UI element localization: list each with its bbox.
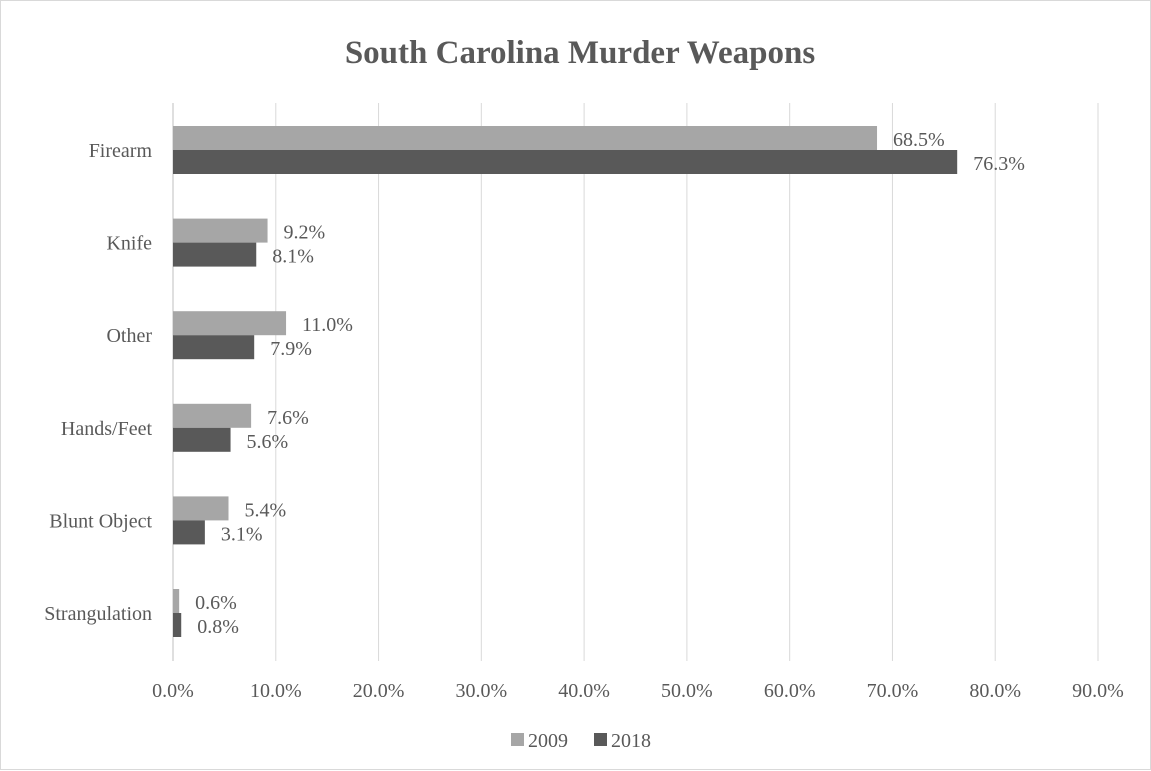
data-label-2009: 68.5% <box>893 129 945 151</box>
category-label: Blunt Object <box>49 510 152 532</box>
data-label-2018: 8.1% <box>272 246 314 268</box>
category-label: Other <box>106 325 152 347</box>
x-tick-label: 60.0% <box>764 680 816 702</box>
x-tick-label: 40.0% <box>558 680 610 702</box>
data-label-2018: 76.3% <box>973 153 1025 175</box>
x-tick-label: 90.0% <box>1072 680 1124 702</box>
bar-2018 <box>173 242 257 267</box>
legend-label-2018: 2018 <box>611 730 651 752</box>
legend-swatch-2009 <box>511 733 524 746</box>
bar-2018 <box>173 520 205 545</box>
x-tick-label: 20.0% <box>353 680 405 702</box>
bar-2009 <box>173 311 287 336</box>
data-labels: 68.5% 76.3% 9.2%8.1% 11.0%7.9% 7.6%5.6% 5.4%3… <box>195 129 1025 638</box>
data-label-2009: 9.2% <box>284 222 326 244</box>
category-labels: Firearm Knife Other Hands/Feet Blunt Object S… <box>44 140 152 625</box>
data-label-2009: 0.6% <box>195 592 237 614</box>
x-tick-labels: 0.0% 10.0% 20.0% 30.0% 40.0% 50.0% 60.0% 70.0% 8… <box>152 680 1124 702</box>
data-label-2018: 3.1% <box>221 523 263 545</box>
bar-2009 <box>173 126 878 150</box>
bars <box>173 126 958 637</box>
data-label-2009: 7.6% <box>267 407 309 429</box>
category-label: Hands/Feet <box>61 418 153 440</box>
category-label: Firearm <box>89 140 153 162</box>
x-tick-label: 0.0% <box>152 680 194 702</box>
bar-2009 <box>173 589 180 613</box>
bar-2018 <box>173 427 231 452</box>
legend-label-2009: 2009 <box>528 730 568 752</box>
bar-2009 <box>173 403 252 428</box>
bar-2018 <box>173 613 182 637</box>
gridlines <box>172 103 1099 661</box>
x-tick-label: 50.0% <box>661 680 713 702</box>
data-label-2018: 5.6% <box>247 431 289 453</box>
x-tick-label: 80.0% <box>969 680 1021 702</box>
x-tick-label: 70.0% <box>867 680 919 702</box>
category-label: Knife <box>106 233 152 255</box>
chart-title: South Carolina Murder Weapons <box>345 35 816 71</box>
data-label-2009: 5.4% <box>245 499 287 521</box>
bar-2018 <box>173 335 255 360</box>
data-label-2009: 11.0% <box>302 314 353 336</box>
legend-swatch-2018 <box>594 733 607 746</box>
bar-2018 <box>173 150 958 174</box>
x-tick-label: 10.0% <box>250 680 302 702</box>
legend: 2009 2018 <box>511 730 651 752</box>
data-label-2018: 0.8% <box>197 616 239 638</box>
bar-2009 <box>173 218 268 243</box>
bar-2009 <box>173 496 229 521</box>
data-label-2018: 7.9% <box>270 338 312 360</box>
x-tick-label: 30.0% <box>455 680 507 702</box>
category-label: Strangulation <box>44 603 152 625</box>
